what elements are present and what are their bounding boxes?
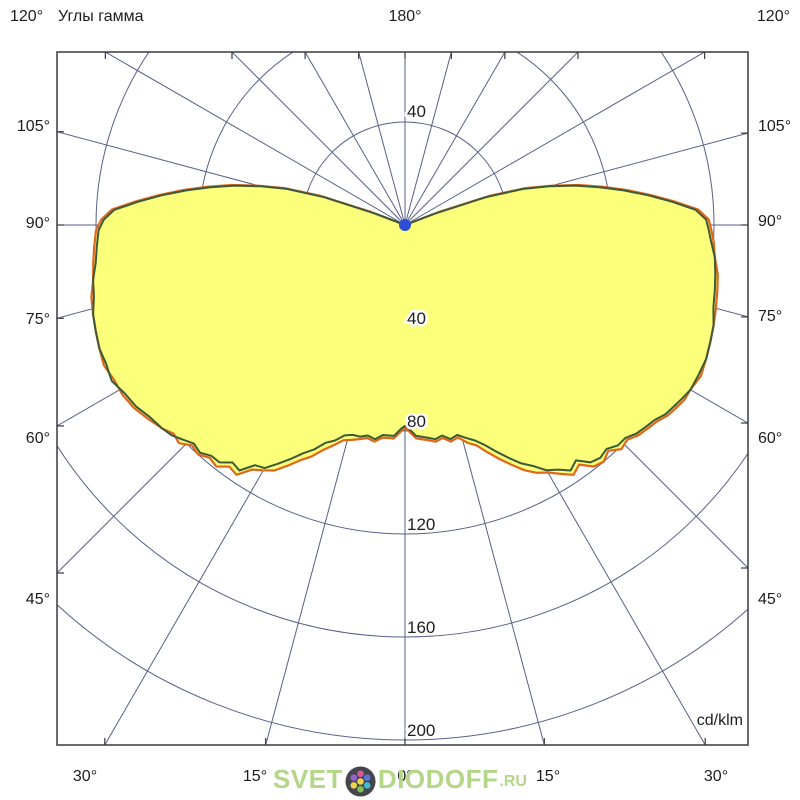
- radial-grid-line: [304, 52, 406, 226]
- right-angle-label: 75°: [758, 308, 782, 325]
- radial-grid-line: [404, 132, 748, 226]
- radial-grid-line: [104, 52, 406, 226]
- bottom-angle-label: 30°: [73, 768, 97, 785]
- intensity-fill: [91, 185, 718, 475]
- radial-grid-line: [404, 52, 506, 226]
- corner-angle-label-top-left: 120°: [10, 8, 44, 25]
- bottom-angle-label: 15°: [536, 768, 560, 785]
- radial-grid-line: [57, 131, 406, 226]
- left-angle-label: 105°: [17, 118, 50, 135]
- curve-c90-c270: [92, 184, 717, 472]
- radial-grid-line: [404, 52, 579, 226]
- left-angle-label: 45°: [26, 591, 50, 608]
- scale-label-below: 120: [407, 515, 435, 534]
- radial-grid-line: [358, 52, 406, 226]
- scale-label-below: 80: [407, 412, 426, 431]
- scale-label-below: 40: [407, 309, 426, 328]
- right-angle-label: 90°: [758, 213, 782, 230]
- left-angle-label: 90°: [26, 215, 50, 232]
- scale-label-below: 200: [407, 721, 435, 740]
- unit-label: cd/klm: [696, 712, 743, 729]
- plot-border: [56, 51, 749, 746]
- radial-grid-line: [404, 52, 706, 226]
- left-angle-label: 75°: [26, 311, 50, 328]
- right-angle-label: 60°: [758, 430, 782, 447]
- scale-label-below: 160: [407, 618, 435, 637]
- left-angle-label: 60°: [26, 430, 50, 447]
- radial-grid-line: [404, 52, 452, 226]
- bottom-angle-label: 0°: [397, 768, 412, 785]
- bottom-angle-label: 30°: [704, 768, 728, 785]
- scale-label-above: 40: [407, 102, 426, 121]
- right-angle-label: 105°: [758, 118, 791, 135]
- corner-angle-label-top-right: 120°: [756, 8, 790, 25]
- page-title: Углы гамма: [58, 8, 144, 25]
- right-angle-label: 45°: [758, 591, 782, 608]
- top-center-angle-label: 180°: [388, 8, 422, 25]
- pole-dot: [399, 219, 411, 231]
- bottom-angle-label: 15°: [243, 768, 267, 785]
- radial-grid-line: [231, 52, 406, 226]
